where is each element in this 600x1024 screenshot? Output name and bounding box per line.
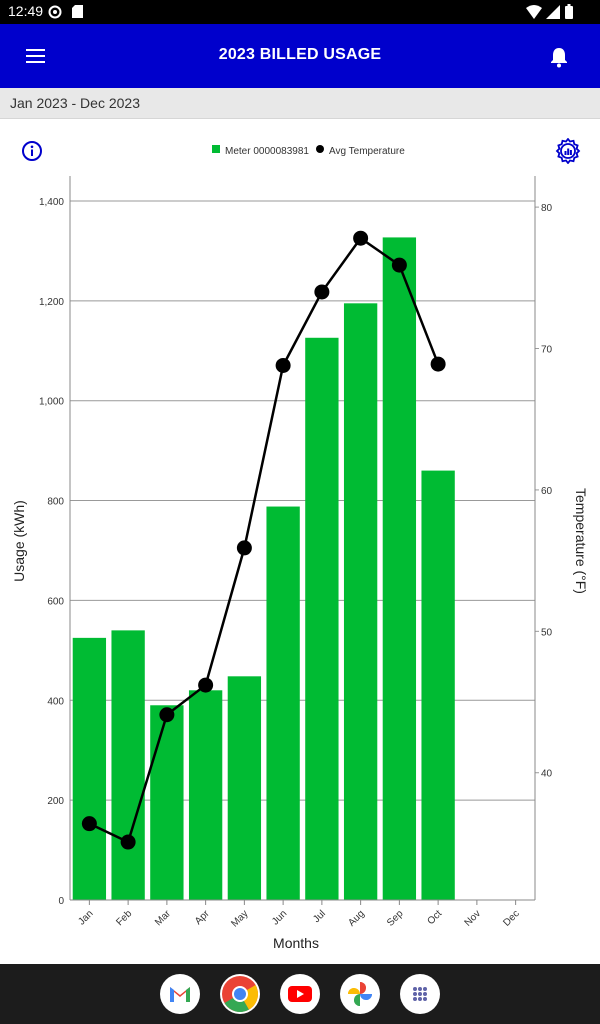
usage-bars: [72, 237, 455, 901]
wifi-icon: [526, 5, 542, 19]
chart-settings-icon: [555, 137, 581, 165]
settings-status-icon: [48, 5, 62, 19]
usage-bar: [227, 676, 262, 900]
chrome-icon: [222, 976, 259, 1012]
temperature-point: [120, 834, 136, 850]
app-bar: 2023 BILLED USAGE: [0, 24, 600, 88]
y-tick-label: 800: [47, 497, 64, 508]
x-tick-label: Aug: [346, 908, 366, 928]
usage-bar: [305, 337, 339, 900]
y-tick-label: 400: [47, 696, 64, 707]
legend-swatch-temperature: [316, 145, 324, 153]
temperature-point: [275, 357, 291, 373]
x-axis-label: Months: [273, 935, 319, 951]
y-axis-label: Usage (kWh): [11, 500, 27, 582]
status-bar: 12:49: [0, 0, 600, 24]
date-range: Jan 2023 - Dec 2023: [10, 95, 140, 111]
chart-settings-button[interactable]: [555, 137, 581, 165]
y-tick-label: 1,000: [39, 397, 64, 408]
x-tick-label: Jan: [76, 908, 95, 927]
status-time: 12:49: [8, 3, 44, 19]
menu-button[interactable]: [20, 44, 52, 68]
y-tick-label: 1,400: [39, 197, 64, 208]
temperature-point: [236, 540, 252, 556]
usage-bar: [72, 637, 107, 900]
chrome-app[interactable]: [220, 974, 260, 1014]
y-tick-label: 0: [58, 896, 64, 907]
x-tick-label: Feb: [114, 908, 134, 928]
y2-tick-label: 80: [541, 203, 553, 214]
youtube-icon: [288, 986, 312, 1002]
x-tick-label: Jul: [311, 908, 328, 925]
x-tick-label: Sep: [385, 908, 406, 929]
y-tick-label: 600: [47, 596, 64, 607]
page-title: 2023 BILLED USAGE: [218, 46, 382, 63]
y2-tick-label: 60: [541, 486, 553, 497]
usage-bar: [266, 506, 300, 900]
info-icon: [22, 141, 42, 161]
y-tick-label: 200: [47, 796, 64, 807]
usage-bar: [343, 303, 378, 901]
bell-icon: [551, 48, 567, 68]
legend-label-temperature: Avg Temperature: [329, 146, 405, 157]
legend-swatch-meter: [212, 145, 220, 153]
usage-chart: 0 200 400 600 800 1,000 1,200 1,400 40 50 60 70 80 Ja…: [11, 145, 589, 951]
usage-bar: [421, 470, 455, 900]
x-tick-label: May: [229, 908, 250, 929]
usage-bar: [188, 690, 223, 900]
x-tick-label: Dec: [501, 908, 521, 928]
gmail-icon: [170, 987, 190, 1002]
y2-tick-label: 70: [541, 345, 553, 356]
usage-bar: [111, 630, 145, 900]
chart-grid: [70, 200, 535, 801]
app-dock: [0, 964, 600, 1024]
x-tick-label: Mar: [153, 908, 173, 928]
temperature-point: [430, 356, 446, 372]
temperature-line-path: [88, 236, 440, 844]
menu-icon: [26, 49, 45, 63]
y2-tick-label: 40: [541, 769, 553, 780]
x-tick-label: Jun: [270, 908, 289, 927]
info-button[interactable]: [21, 140, 43, 162]
x-tick-label: Nov: [463, 908, 483, 928]
legend-label-meter: Meter 0000083981: [225, 146, 309, 157]
date-range-bar: Jan 2023 - Dec 2023: [0, 88, 600, 119]
y-tick-label: 1,200: [39, 297, 64, 308]
temperature-line: [81, 230, 446, 850]
notifications-button[interactable]: [546, 44, 572, 70]
photos-app[interactable]: [340, 974, 380, 1014]
temperature-point: [314, 284, 330, 300]
battery-icon: [565, 4, 573, 19]
app-drawer[interactable]: [400, 974, 440, 1014]
photos-icon: [348, 982, 372, 1006]
app-drawer-icon: [413, 987, 427, 1001]
gmail-app[interactable]: [160, 974, 200, 1014]
youtube-app[interactable]: [280, 974, 320, 1014]
temperature-point: [198, 677, 214, 693]
x-tick-label: Apr: [193, 908, 212, 927]
sd-card-icon: [72, 5, 83, 18]
temperature-point: [159, 707, 175, 723]
chart-legend: Meter 0000083981 Avg Temperature: [212, 145, 405, 157]
y2-axis-label: Temperature (°F): [573, 488, 589, 594]
x-tick-label: Oct: [425, 908, 444, 927]
temperature-point: [81, 816, 97, 832]
usage-bar: [382, 237, 417, 901]
temperature-point: [391, 257, 407, 273]
signal-icon: [546, 5, 560, 19]
usage-bar: [150, 705, 184, 900]
y2-tick-label: 50: [541, 627, 553, 638]
temperature-point: [353, 230, 369, 246]
